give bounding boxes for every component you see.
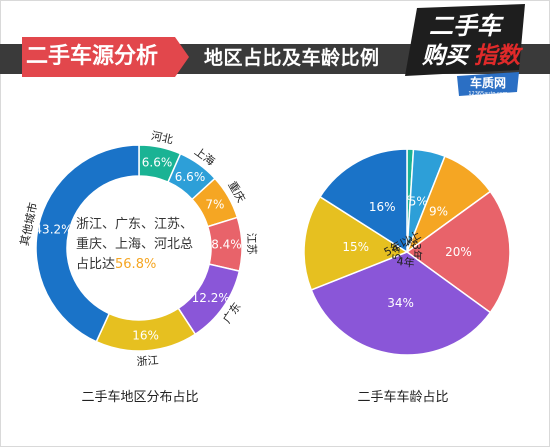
header-title-text: 二手车源分析 <box>25 44 158 69</box>
age-chart-title: 二手车车龄占比 <box>357 390 449 405</box>
logo-url: 12365auto.com <box>468 91 507 97</box>
header-title-badge <box>22 37 189 77</box>
header-subtitle: 地区占比及车龄比例 <box>204 47 380 69</box>
donut-note-text: 浙江、广东、江苏、重庆、上海、河北总占比达 <box>76 217 194 272</box>
logo-line2b: 指数 <box>474 43 524 69</box>
logo-site: 车质网 <box>470 75 506 90</box>
header-title: 二手车源分析 <box>22 37 182 77</box>
logo-line1: 二手车 <box>429 12 504 40</box>
logo-plate <box>405 4 525 76</box>
donut-center-note: 浙江、广东、江苏、重庆、上海、河北总占比达56.8% <box>76 215 204 275</box>
donut-note-highlight: 56.8% <box>115 257 157 272</box>
logo-line2a: 购买 <box>421 43 472 69</box>
brand-logo: 二手车 购买 指数 车质网 12365auto.com <box>405 4 525 97</box>
region-chart-title: 二手车地区分布占比 <box>81 390 199 405</box>
logo-site-plate <box>457 72 519 96</box>
